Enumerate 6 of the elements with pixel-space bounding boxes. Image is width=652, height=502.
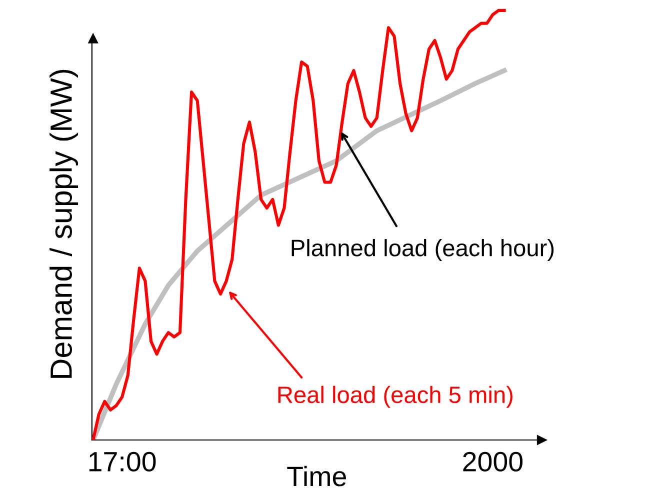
x-tick-label: 2000 [463,452,523,472]
y-axis-title: Demand / supply (MW) [50,70,78,378]
annotation: Planned load (each hour) [292,239,554,262]
x-axis-title: Time [287,466,346,486]
x-tick-label: 17:00 [89,452,156,472]
annotation: Real load (each 5 min) [278,386,512,408]
